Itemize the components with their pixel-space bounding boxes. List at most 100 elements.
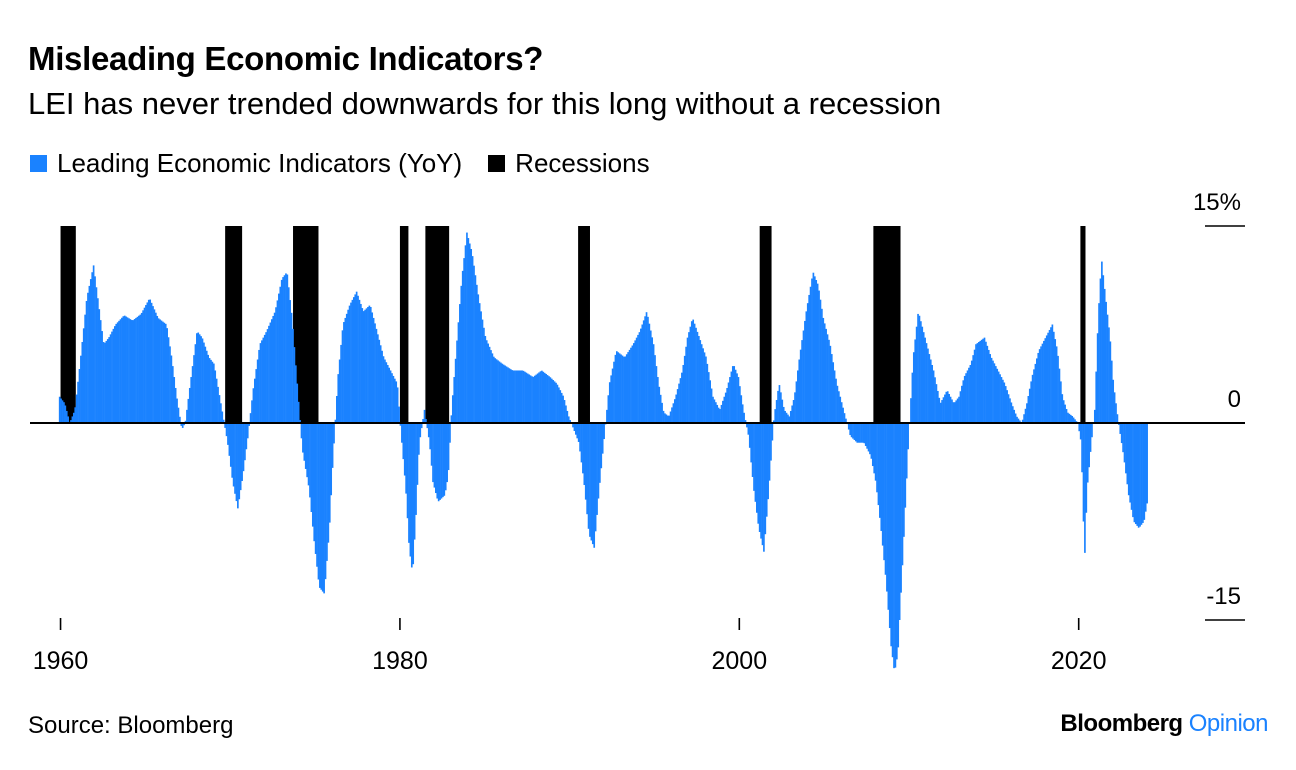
lei-bar xyxy=(529,375,532,423)
lei-bar xyxy=(221,411,224,423)
lei-bar xyxy=(286,274,289,423)
lei-bar xyxy=(132,320,135,423)
lei-bar xyxy=(630,347,632,423)
lei-bar xyxy=(252,388,255,423)
lei-bar xyxy=(867,423,870,452)
lei-bar xyxy=(116,322,119,423)
lei-bar xyxy=(722,400,724,423)
lei-bar xyxy=(567,416,570,423)
recession-bar xyxy=(425,226,450,423)
lei-bar xyxy=(528,374,530,423)
brand-main: Bloomberg xyxy=(1060,710,1183,737)
lei-bar xyxy=(676,389,679,423)
lei-bar xyxy=(794,392,796,423)
lei-bar xyxy=(915,326,918,423)
lei-bar xyxy=(157,318,160,423)
lei-bar xyxy=(809,286,812,423)
lei-bar xyxy=(939,402,942,423)
lei-bar xyxy=(767,423,769,500)
lei-bar xyxy=(879,423,881,518)
lei-bar xyxy=(541,370,543,423)
lei-bar xyxy=(917,313,919,423)
lei-bar xyxy=(797,370,799,423)
lei-bar xyxy=(799,349,802,423)
lei-bar xyxy=(1021,419,1024,423)
lei-bar xyxy=(925,343,928,423)
lei-bar xyxy=(403,423,406,476)
lei-bar xyxy=(210,359,212,423)
lei-bar xyxy=(808,294,810,423)
lei-bar xyxy=(1038,349,1041,423)
lei-bar xyxy=(88,285,91,423)
lei-bar xyxy=(597,423,600,499)
lei-bar xyxy=(242,423,245,472)
lei-bar xyxy=(852,423,854,439)
lei-bar xyxy=(77,381,79,423)
lei-bar xyxy=(869,423,871,455)
lei-bar xyxy=(160,320,163,423)
lei-bar xyxy=(1048,329,1051,423)
recession-bar xyxy=(578,226,590,423)
lei-bar xyxy=(155,312,157,423)
lei-bar xyxy=(838,391,840,423)
lei-bar xyxy=(625,354,628,423)
lei-bar xyxy=(542,371,545,423)
legend-item-lei: Leading Economic Indicators (YoY) xyxy=(30,148,462,179)
lei-bar xyxy=(927,348,929,423)
lei-bar xyxy=(480,311,482,423)
lei-bar xyxy=(789,410,792,423)
lei-bar xyxy=(1002,379,1004,423)
lei-bar xyxy=(402,423,405,460)
lei-bar xyxy=(463,258,465,423)
lei-bar xyxy=(1067,412,1069,423)
lei-bar xyxy=(839,396,842,423)
lei-bar xyxy=(666,415,669,423)
lei-bar xyxy=(678,383,680,423)
lei-bar xyxy=(296,383,299,423)
lei-bar xyxy=(1079,423,1082,440)
lei-bar xyxy=(492,356,495,423)
lei-bar xyxy=(577,423,580,442)
lei-bar xyxy=(1130,423,1133,510)
lei-bar xyxy=(777,390,779,423)
lei-bar xyxy=(775,400,778,423)
lei-bar xyxy=(990,357,993,423)
lei-bar xyxy=(425,418,427,423)
lei-bar xyxy=(782,406,785,423)
lei-bar xyxy=(466,232,468,423)
lei-bar xyxy=(146,302,149,423)
lei-bar xyxy=(328,423,331,523)
lei-bar xyxy=(435,423,437,494)
lei-bar xyxy=(287,287,290,423)
lei-bar xyxy=(498,361,501,423)
lei-bar xyxy=(365,308,368,423)
lei-bar xyxy=(167,337,170,423)
lei-bar xyxy=(1017,418,1020,423)
lei-bar xyxy=(162,321,164,423)
lei-bar xyxy=(1004,386,1007,423)
lei-bar xyxy=(205,350,208,423)
lei-bar xyxy=(1026,403,1028,423)
recession-bar xyxy=(1080,226,1086,423)
lei-bar xyxy=(649,330,652,423)
lei-bar xyxy=(345,313,348,423)
lei-bar xyxy=(454,358,457,423)
lei-bar xyxy=(1024,408,1027,423)
lei-bar xyxy=(327,423,330,543)
brand-accent: Opinion xyxy=(1188,710,1269,737)
lei-bar xyxy=(600,423,603,469)
lei-bar xyxy=(764,423,767,535)
lei-bar xyxy=(265,332,267,423)
recession-bars xyxy=(60,226,1086,423)
lei-bar xyxy=(918,315,921,423)
lei-bar xyxy=(579,423,581,452)
lei-bar xyxy=(122,316,125,423)
lei-bar xyxy=(352,297,355,423)
lei-bar xyxy=(343,322,345,423)
lei-bar xyxy=(583,423,586,486)
lei-bar xyxy=(825,328,827,423)
lei-bar xyxy=(804,320,806,423)
lei-bar xyxy=(620,354,622,423)
lei-bar xyxy=(1030,381,1033,423)
